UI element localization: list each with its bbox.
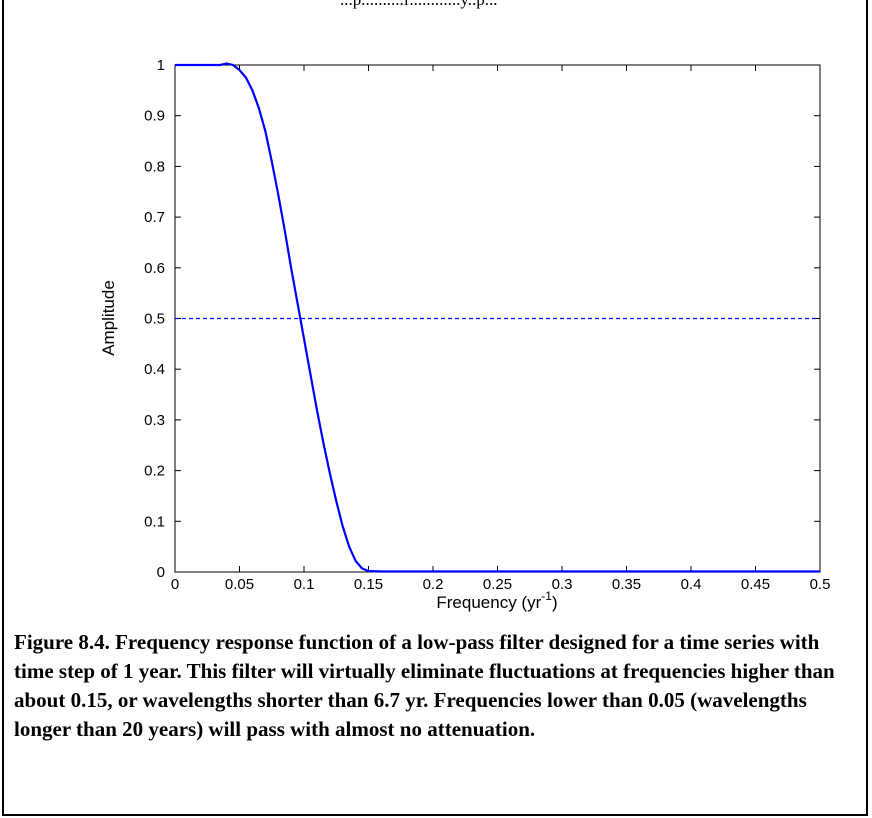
x-axis-title-main: Frequency (yr xyxy=(436,593,541,612)
y-tick-label: 0.9 xyxy=(144,108,165,125)
y-tick-label: 0.4 xyxy=(144,361,165,378)
series-layer xyxy=(175,62,820,573)
header-fragment: ...p..........f............y..p... xyxy=(340,0,860,10)
frequency-response-line xyxy=(175,62,820,573)
y-tick-label: 0.1 xyxy=(144,513,165,530)
x-tick-label: 0.4 xyxy=(681,576,702,593)
x-tick-label: 0.2 xyxy=(423,576,444,593)
x-axis-title-superscript: -1 xyxy=(541,589,552,603)
x-axis-title: Frequency (yr-1) xyxy=(436,589,557,612)
x-tick-label: 0.05 xyxy=(225,576,254,593)
frequency-response-chart: 0 0.05 0.1 0.15 0.2 0.25 0.3 0.35 0.4 0.45 0.5 0 0.… xyxy=(99,57,831,612)
y-tick-label: 0 xyxy=(157,564,165,581)
x-tick-label: 0.25 xyxy=(483,576,512,593)
x-tick-label: 0.45 xyxy=(741,576,770,593)
y-axis-title: Amplitude xyxy=(99,280,118,356)
x-axis-title-suffix: ) xyxy=(552,593,558,612)
y-tick-label: 0.7 xyxy=(144,209,165,226)
y-tick-label: 0.5 xyxy=(144,311,165,328)
y-tick-label: 1 xyxy=(157,57,165,74)
figure-caption: Figure 8.4. Frequency response function … xyxy=(14,630,835,741)
x-tick-label: 0.1 xyxy=(294,576,315,593)
y-tick-label: 0.3 xyxy=(144,412,165,429)
x-tick-label: 0.15 xyxy=(354,576,383,593)
y-axis-ticks: 0 0.1 0.2 0.3 0.4 0.5 0.6 0.7 0.8 0.9 1 xyxy=(144,57,820,581)
x-tick-label: 0 xyxy=(171,576,179,593)
y-tick-label: 0.6 xyxy=(144,260,165,277)
x-tick-label: 0.3 xyxy=(552,576,573,593)
y-tick-label: 0.2 xyxy=(144,463,165,480)
x-tick-label: 0.35 xyxy=(612,576,641,593)
x-axis-ticks: 0 0.05 0.1 0.15 0.2 0.25 0.3 0.35 0.4 0.45 0.5 xyxy=(171,65,831,593)
x-tick-label: 0.5 xyxy=(810,576,831,593)
y-tick-label: 0.8 xyxy=(144,158,165,175)
